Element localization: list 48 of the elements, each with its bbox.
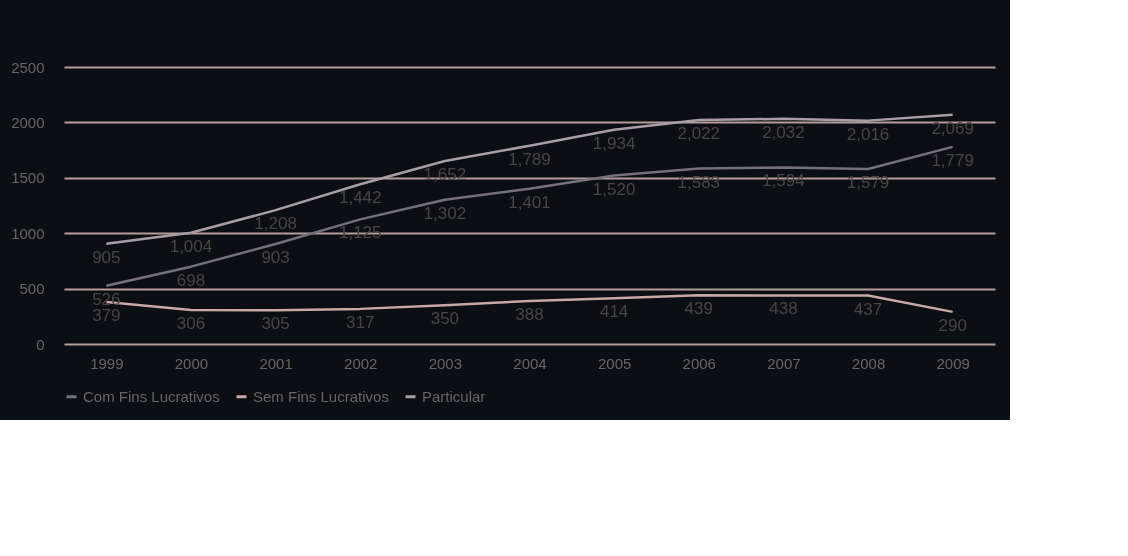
- x-tick-label: 2008: [851, 354, 886, 372]
- x-tick-label: 2000: [174, 354, 209, 372]
- data-label: 317: [346, 312, 375, 332]
- y-tick-label: 0: [36, 335, 45, 353]
- data-label: 526: [92, 289, 121, 309]
- x-tick-label: 1999: [90, 354, 124, 372]
- data-label: 1,789: [508, 149, 551, 169]
- data-label: 1,442: [338, 188, 382, 208]
- data-label: 1,520: [592, 179, 636, 199]
- x-tick-label: 2005: [597, 354, 632, 372]
- data-label: 388: [515, 305, 544, 325]
- data-label: 1,004: [169, 236, 213, 256]
- data-label: 903: [261, 247, 290, 267]
- x-tick-label: 2003: [428, 354, 463, 372]
- data-label: 2,022: [677, 123, 721, 143]
- y-tick-label: 2000: [11, 113, 45, 131]
- y-tick-label: 500: [19, 280, 45, 298]
- legend-label: Particular: [422, 387, 486, 405]
- data-label: 1,779: [931, 150, 974, 170]
- data-label: 1,208: [254, 214, 297, 234]
- data-label: 379: [92, 306, 121, 326]
- y-tick-label: 2500: [11, 58, 45, 76]
- data-label: 414: [599, 302, 629, 322]
- x-tick-label: 2004: [513, 354, 547, 372]
- data-label: 290: [938, 315, 967, 335]
- data-label: 2,016: [846, 124, 890, 144]
- data-label: 1,302: [423, 203, 467, 223]
- legend-label: Sem Fins Lucrativos: [253, 387, 389, 405]
- data-label: 905: [92, 247, 121, 267]
- data-label: 439: [684, 299, 713, 319]
- x-tick-label: 2007: [767, 354, 801, 372]
- data-label: 305: [261, 314, 290, 334]
- x-tick-label: 2002: [344, 354, 378, 372]
- data-label: 1,401: [508, 192, 551, 212]
- data-label: 2,069: [931, 118, 974, 138]
- data-label: 438: [769, 299, 798, 319]
- legend-label: Com Fins Lucrativos: [83, 387, 220, 405]
- data-label: 350: [430, 309, 460, 329]
- data-label: 2,032: [762, 122, 805, 142]
- data-label: 1,934: [592, 133, 636, 153]
- data-label: 306: [176, 314, 206, 334]
- x-tick-label: 2009: [936, 354, 970, 372]
- data-label: 437: [853, 299, 883, 319]
- x-tick-label: 2001: [259, 354, 293, 372]
- y-tick-label: 1500: [11, 169, 45, 187]
- x-tick-label: 2006: [682, 354, 716, 372]
- data-label: 698: [176, 270, 206, 290]
- y-tick-label: 1000: [11, 224, 45, 242]
